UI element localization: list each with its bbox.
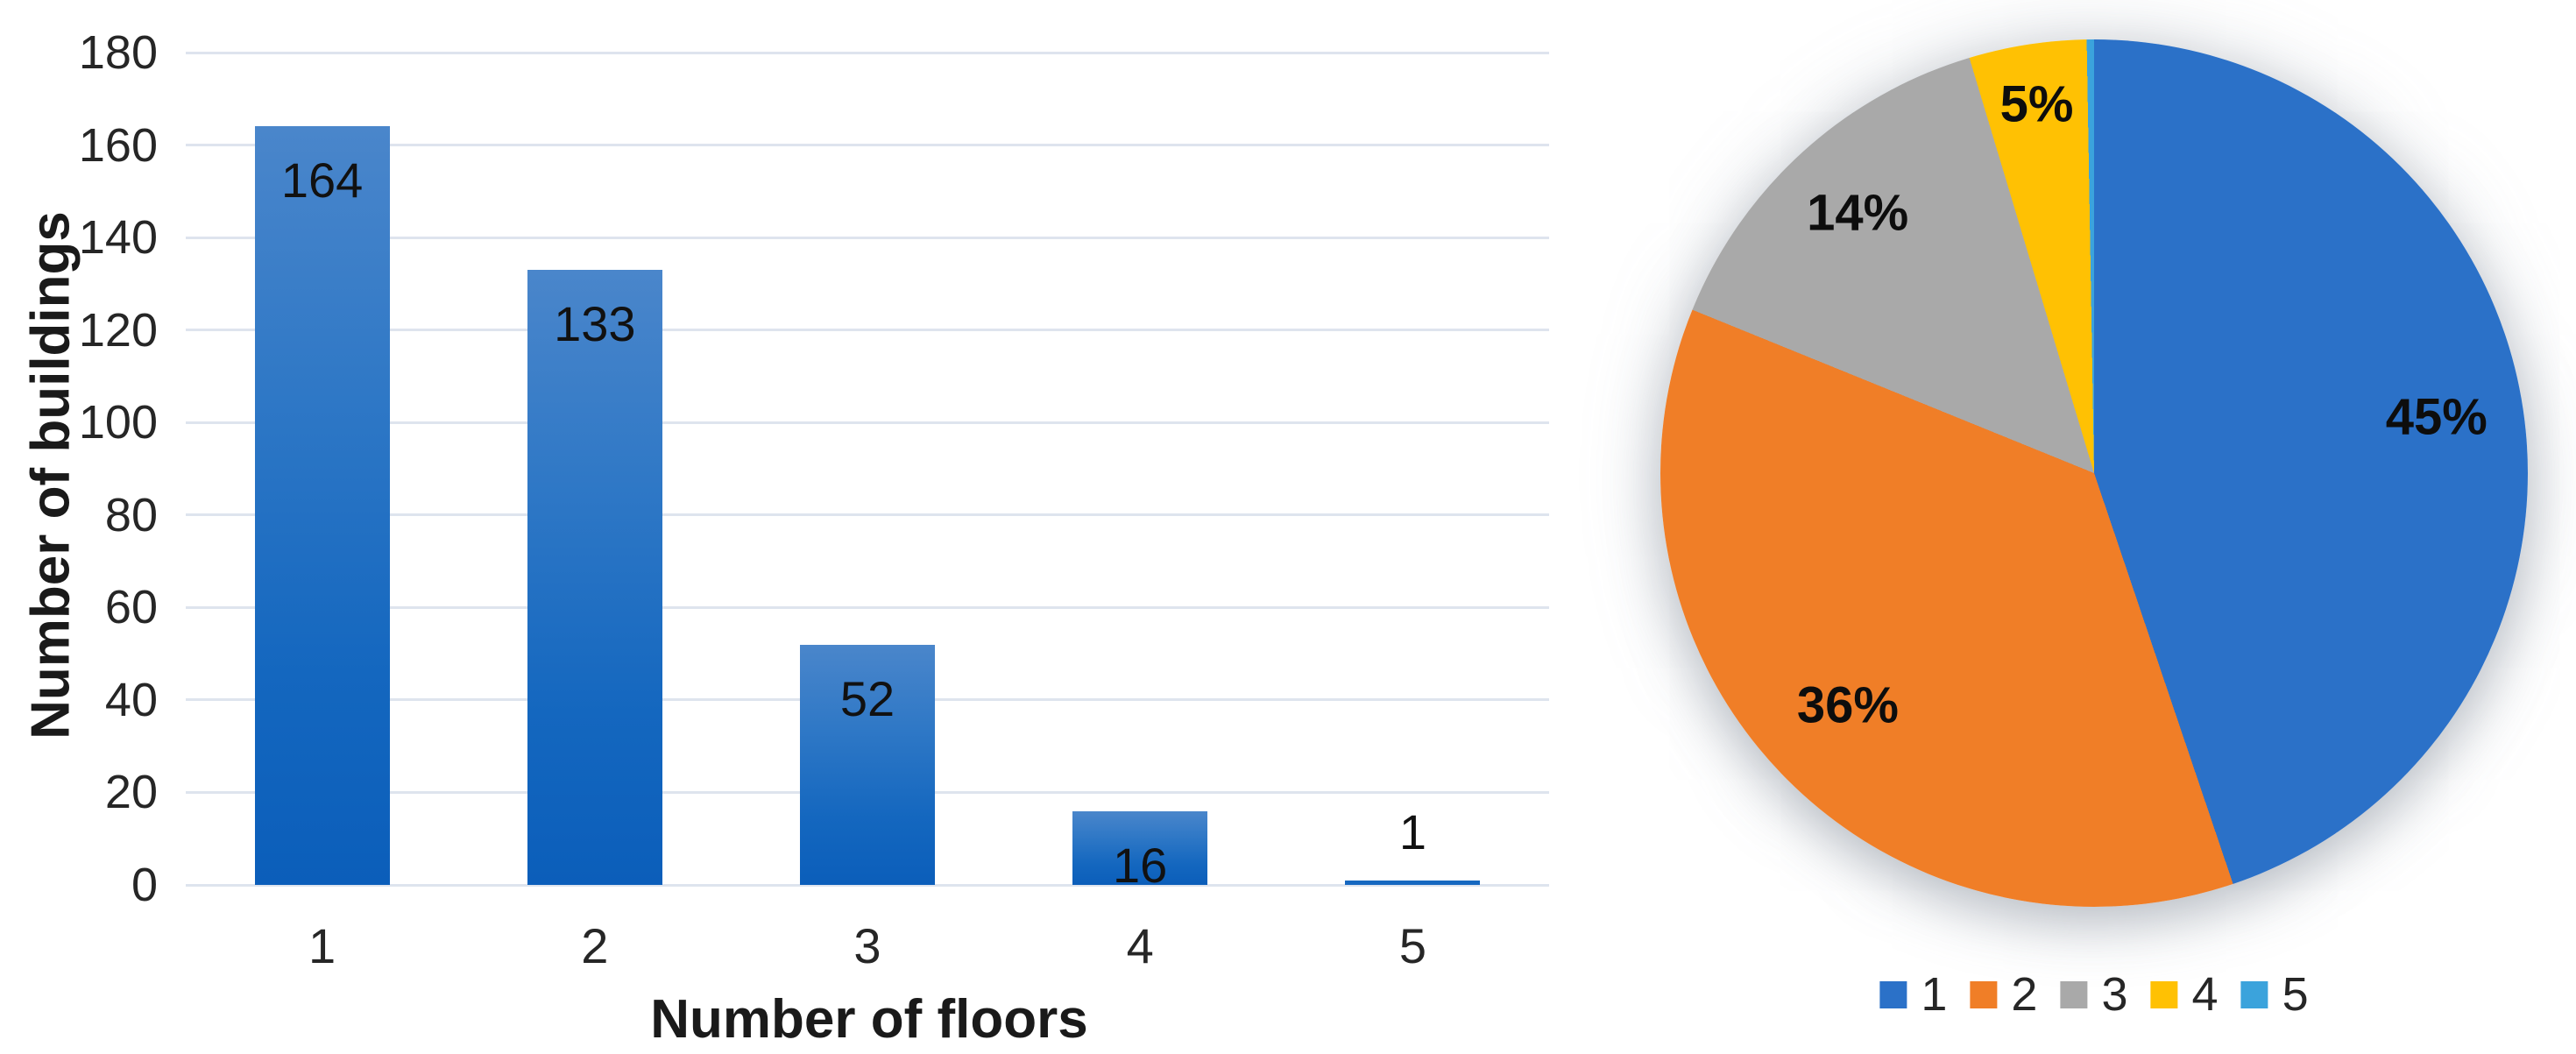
legend-item-5: 5 <box>2240 968 2309 1021</box>
x-tick-label: 3 <box>853 918 881 973</box>
bar-floor-2 <box>527 270 662 885</box>
pie-percent-label: 5% <box>1999 75 2074 133</box>
x-tick-label: 1 <box>308 918 336 973</box>
legend-item-4: 4 <box>2150 968 2219 1021</box>
bar-floor-1 <box>254 126 390 885</box>
gridline <box>186 329 1549 332</box>
x-tick-label: 5 <box>1398 918 1426 973</box>
y-tick-label: 120 <box>78 303 158 357</box>
bar-floor-3 <box>800 644 935 885</box>
bar-data-label: 133 <box>554 296 636 352</box>
bar-floor-4 <box>1072 810 1208 885</box>
bar-data-label: 1 <box>1398 803 1426 859</box>
y-tick-label: 100 <box>78 396 158 449</box>
legend-swatch <box>2060 980 2088 1008</box>
legend-item-1: 1 <box>1879 971 1947 1018</box>
legend-label: 4 <box>2191 968 2219 1021</box>
y-tick-label: 180 <box>78 26 158 79</box>
bar-data-label: 52 <box>839 670 895 726</box>
pie-legend: 1 2 3 4 5 <box>1879 968 2309 1021</box>
gridline <box>186 605 1549 609</box>
gridline <box>186 421 1549 424</box>
pie-percent-label: 36% <box>1796 676 1899 734</box>
y-tick-label: 140 <box>78 211 158 265</box>
legend-label: 2 <box>2011 968 2038 1021</box>
legend-item-3: 3 <box>2060 968 2128 1021</box>
legend-label: 5 <box>2282 968 2309 1021</box>
y-tick-label: 40 <box>104 673 158 726</box>
bar-data-label: 16 <box>1113 837 1168 893</box>
legend-swatch <box>1970 980 1998 1008</box>
bar-floor-5 <box>1345 880 1481 885</box>
bar-x-axis-title: Number of floors <box>650 989 1088 1050</box>
gridline <box>186 51 1549 54</box>
legend-swatch <box>2150 980 2178 1008</box>
legend-item-2: 2 <box>1970 971 2037 1018</box>
legend-swatch <box>1879 980 1907 1008</box>
pie-percent-label: 45% <box>2385 388 2488 446</box>
gridline <box>186 144 1549 147</box>
x-tick-label: 2 <box>581 918 609 973</box>
bar-data-label: 164 <box>280 152 364 209</box>
gridline <box>186 883 1549 887</box>
legend-label: 1 <box>1921 968 1948 1021</box>
y-tick-label: 80 <box>104 488 158 541</box>
y-tick-label: 20 <box>104 766 158 819</box>
y-tick-label: 0 <box>131 859 158 911</box>
x-tick-label: 4 <box>1126 918 1154 973</box>
gridline <box>186 513 1549 517</box>
legend-label: 3 <box>2101 968 2128 1021</box>
y-tick-label: 160 <box>78 118 158 172</box>
legend-swatch <box>2240 980 2268 1008</box>
gridline <box>186 236 1549 239</box>
pie-percent-label: 14% <box>1807 184 1909 242</box>
y-tick-label: 60 <box>104 581 158 634</box>
pie-circle <box>1660 39 2528 907</box>
